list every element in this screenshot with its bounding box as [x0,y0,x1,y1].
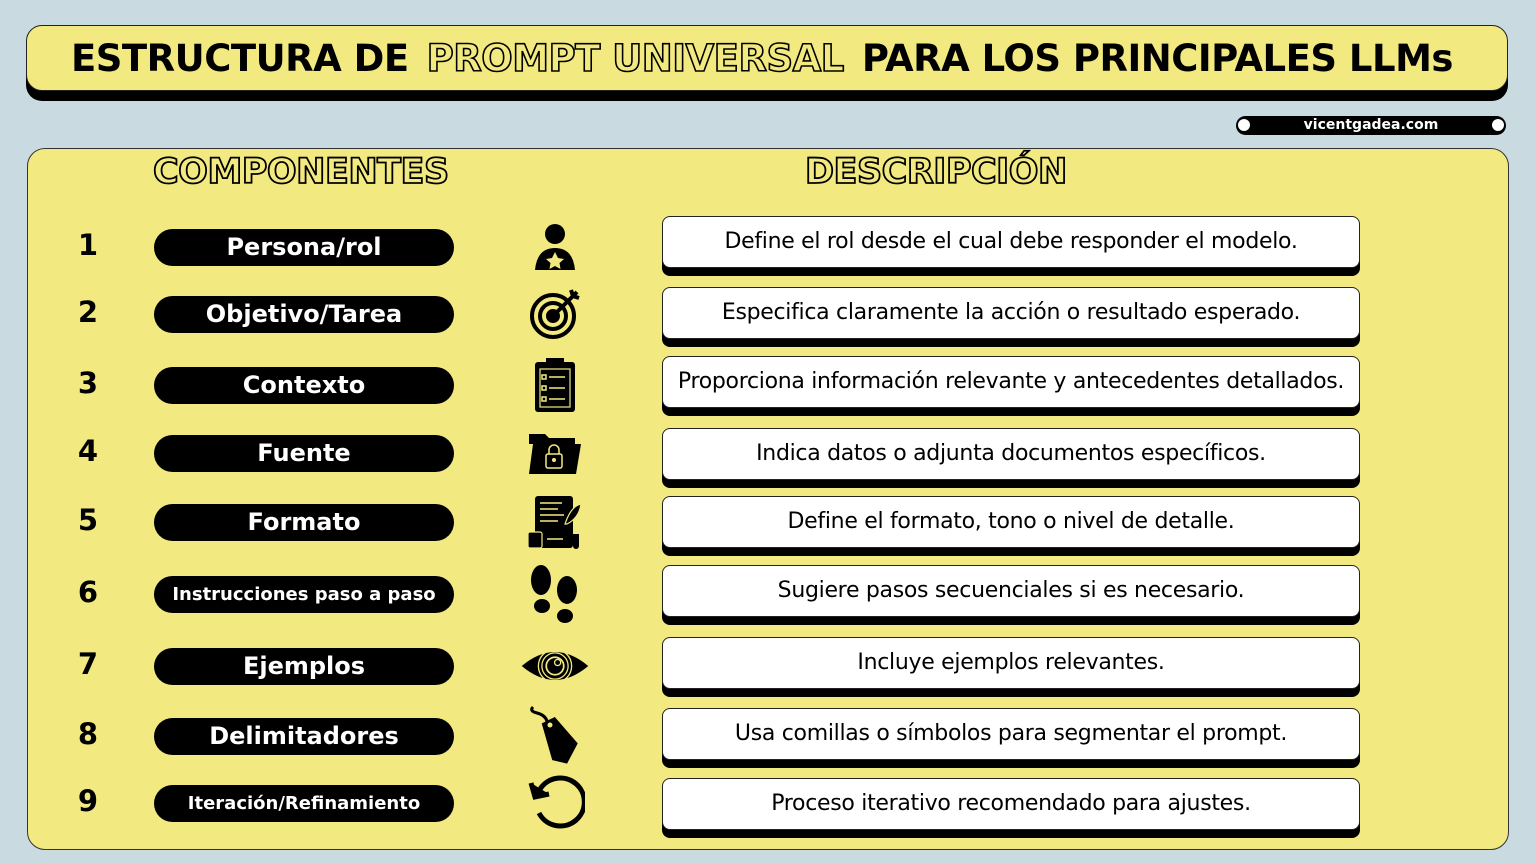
description-box: Define el rol desde el cual debe respond… [662,216,1360,268]
document-quill-icon [520,492,590,552]
description-box: Usa comillas o símbolos para segmentar e… [662,708,1360,760]
component-badge: Delimitadores [154,718,454,755]
tag-icon [520,705,590,766]
footprints-icon [520,564,590,624]
title-part-2: PROMPT UNIVERSAL [426,36,845,81]
description-box: Define el formato, tono o nivel de detal… [662,496,1360,548]
components-header: COMPONENTES [152,151,450,193]
row-number: 6 [77,575,99,609]
row-number: 5 [77,503,99,537]
locked-folder-icon [520,423,590,483]
title-part-3: PARA LOS PRINCIPALES LLMs [861,36,1454,80]
row-number: 8 [77,717,99,751]
clipboard-icon [520,355,590,415]
row-number: 4 [77,434,99,468]
person-star-icon [520,217,590,277]
site-label: vicentgadea.com [1236,116,1506,135]
description-box: Proceso iterativo recomendado para ajust… [662,778,1360,830]
component-badge: Fuente [154,435,454,472]
component-badge: Ejemplos [154,648,454,685]
description-box: Especifica claramente la acción o result… [662,287,1360,339]
title-part-1: ESTRUCTURA DE [71,36,409,80]
row-number: 2 [77,295,99,329]
component-badge: Iteración/Refinamiento [154,785,454,822]
row-number: 9 [77,784,99,818]
eye-icon [520,636,590,696]
title-banner: ESTRUCTURA DE PROMPT UNIVERSAL PARA LOS … [26,25,1508,91]
target-icon [520,284,590,344]
row-number: 7 [77,647,99,681]
row-number: 3 [77,366,99,400]
description-box: Proporciona información relevante y ante… [662,356,1360,408]
row-number: 1 [77,228,99,262]
refresh-icon [520,773,590,833]
description-box: Incluye ejemplos relevantes. [662,637,1360,689]
description-box: Sugiere pasos secuenciales si es necesar… [662,565,1360,617]
description-header: DESCRIPCIÓN [804,151,1068,193]
component-badge: Instrucciones paso a paso [154,576,454,613]
component-badge: Objetivo/Tarea [154,296,454,333]
component-badge: Formato [154,504,454,541]
description-box: Indica datos o adjunta documentos especí… [662,428,1360,480]
component-badge: Persona/rol [154,229,454,266]
component-badge: Contexto [154,367,454,404]
